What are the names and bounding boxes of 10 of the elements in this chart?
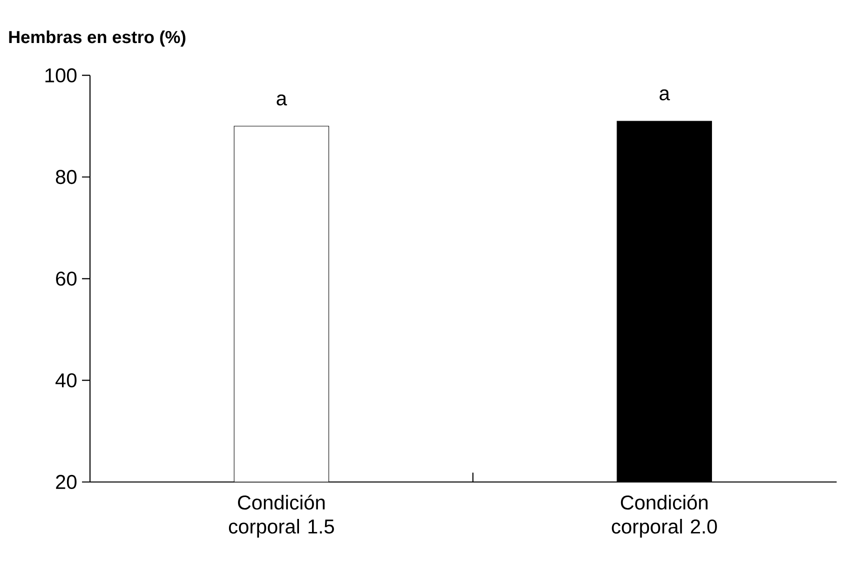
y-tick-label: 60: [56, 272, 76, 286]
annotation: a: [660, 89, 670, 100]
x-tick-label: Condición corporal 2.0: [612, 494, 717, 538]
x-tick-label: Condición corporal 1.5: [228, 494, 334, 538]
y-tick-label: 20: [56, 474, 76, 490]
y-tick-label: 40: [56, 373, 76, 388]
y-tick-label: 80: [56, 170, 76, 184]
y-tick-label: 100: [45, 68, 76, 82]
annotation: a: [276, 94, 288, 106]
y-axis-title: Hembras en estro (%): [9, 30, 186, 47]
